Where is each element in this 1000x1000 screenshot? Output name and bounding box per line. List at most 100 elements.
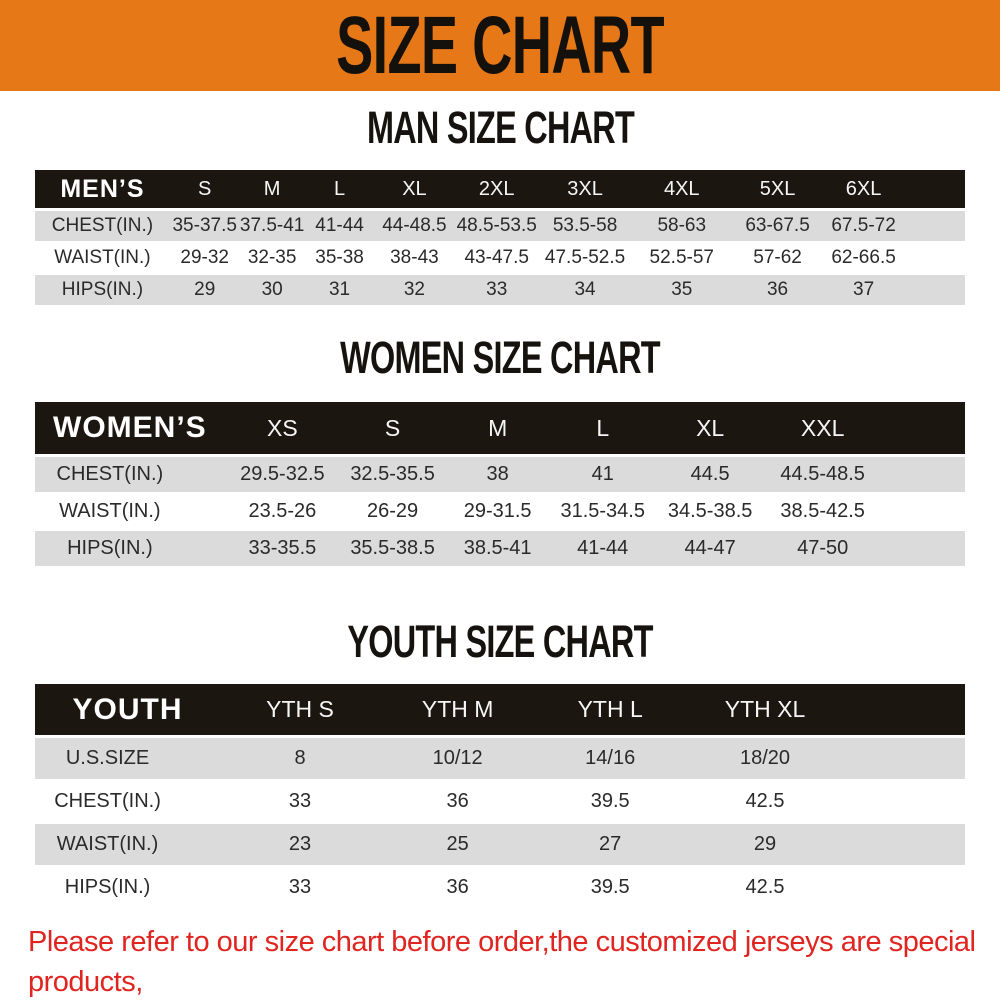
- size-cell: 8: [220, 736, 381, 780]
- row-label: U.S.SIZE: [35, 736, 221, 780]
- header-filler: [904, 170, 965, 211]
- table-row: HIPS(IN.) 33 36 39.5 42.5: [35, 865, 965, 908]
- row-label: HIPS(IN.): [35, 865, 221, 908]
- size-cell: 32-35: [239, 241, 305, 274]
- size-cell: 34: [539, 273, 632, 305]
- row-label: HIPS(IN.): [35, 273, 170, 305]
- size-cell: 29: [685, 822, 845, 866]
- column-header: XXL: [765, 402, 881, 457]
- size-cell: 41-44: [550, 529, 656, 566]
- men-header-row: MEN’S S M L XL 2XL 3XL 4XL 5XL 6XL: [35, 170, 965, 211]
- size-cell: 44.5-48.5: [765, 455, 881, 493]
- table-row: HIPS(IN.) 29 30 31 32 33 34 35 36 37: [35, 273, 965, 305]
- women-heading-wrap: WOMEN SIZE CHART: [0, 334, 1000, 382]
- table-row: WAIST(IN.) 23.5-26 26-29 29-31.5 31.5-34…: [35, 492, 965, 530]
- column-header: S: [169, 170, 240, 211]
- table-row: CHEST(IN.) 33 36 39.5 42.5: [35, 779, 965, 823]
- column-header: XS: [224, 402, 341, 457]
- man-section-heading: MAN SIZE CHART: [366, 102, 634, 153]
- size-cell: 33-35.5: [224, 529, 341, 566]
- size-cell: 31.5-34.5: [550, 492, 656, 530]
- size-cell: 42.5: [685, 865, 845, 908]
- column-header: 3XL: [539, 170, 632, 211]
- youth-size-table: YOUTH YTH S YTH M YTH L YTH XL U.S.SIZE …: [35, 684, 965, 908]
- size-cell: 14/16: [535, 736, 686, 780]
- size-cell: 39.5: [535, 779, 686, 823]
- size-cell: 62-66.5: [822, 241, 905, 274]
- size-cell: 53.5-58: [539, 209, 632, 242]
- column-header: YTH M: [380, 684, 536, 738]
- youth-heading-wrap: YOUTH SIZE CHART: [0, 618, 1000, 666]
- man-heading-wrap: MAN SIZE CHART: [0, 104, 1000, 152]
- size-cell: 33: [220, 779, 381, 823]
- size-cell: 33: [454, 273, 540, 305]
- size-cell: 47.5-52.5: [539, 241, 632, 274]
- banner-title: SIZE CHART: [336, 0, 664, 91]
- size-cell: 42.5: [685, 779, 845, 823]
- column-header: YTH XL: [685, 684, 845, 738]
- cell-filler: [880, 529, 965, 566]
- table-row: HIPS(IN.) 33-35.5 35.5-38.5 38.5-41 41-4…: [35, 529, 965, 566]
- row-label: WAIST(IN.): [35, 241, 170, 274]
- column-header: 5XL: [732, 170, 823, 211]
- size-cell: 26-29: [340, 492, 446, 530]
- size-cell: 36: [380, 779, 536, 823]
- size-cell: 39.5: [535, 865, 686, 908]
- size-cell: 10/12: [380, 736, 536, 780]
- table-row: CHEST(IN.) 29.5-32.5 32.5-35.5 38 41 44.…: [35, 455, 965, 493]
- size-cell: 52.5-57: [631, 241, 733, 274]
- size-cell: 41-44: [304, 209, 375, 242]
- youth-section-heading: YOUTH SIZE CHART: [347, 616, 653, 667]
- size-cell: 44-48.5: [374, 209, 455, 242]
- size-cell: 67.5-72: [822, 209, 905, 242]
- row-label: CHEST(IN.): [35, 779, 221, 823]
- size-cell: 31: [304, 273, 375, 305]
- size-cell: 38.5-41: [445, 529, 551, 566]
- row-label: WAIST(IN.): [35, 492, 225, 530]
- youth-group-label: YOUTH: [35, 684, 221, 738]
- size-cell: 63-67.5: [732, 209, 823, 242]
- cell-filler: [844, 736, 965, 780]
- column-header: S: [340, 402, 446, 457]
- size-cell: 30: [239, 273, 305, 305]
- size-cell: 41: [550, 455, 656, 493]
- column-header: 2XL: [454, 170, 540, 211]
- size-cell: 44-47: [655, 529, 765, 566]
- size-cell: 23.5-26: [224, 492, 341, 530]
- cell-filler: [844, 822, 965, 866]
- column-header: YTH L: [535, 684, 686, 738]
- size-cell: 57-62: [732, 241, 823, 274]
- women-size-table: WOMEN’S XS S M L XL XXL CHEST(IN.) 29.5-…: [35, 402, 965, 566]
- size-cell: 29.5-32.5: [224, 455, 341, 493]
- size-cell: 47-50: [765, 529, 881, 566]
- column-header: XL: [655, 402, 765, 457]
- size-cell: 18/20: [685, 736, 845, 780]
- column-header: L: [304, 170, 375, 211]
- row-label: CHEST(IN.): [35, 455, 225, 493]
- size-cell: 23: [220, 822, 381, 866]
- size-cell: 32.5-35.5: [340, 455, 446, 493]
- size-cell: 35-38: [304, 241, 375, 274]
- women-group-label: WOMEN’S: [35, 402, 225, 457]
- size-cell: 29-31.5: [445, 492, 551, 530]
- column-header: 6XL: [822, 170, 905, 211]
- size-cell: 32: [374, 273, 455, 305]
- banner: SIZE CHART: [0, 0, 1000, 91]
- youth-header-row: YOUTH YTH S YTH M YTH L YTH XL: [35, 684, 965, 738]
- column-header: XL: [374, 170, 455, 211]
- size-cell: 38.5-42.5: [765, 492, 881, 530]
- men-size-table: MEN’S S M L XL 2XL 3XL 4XL 5XL 6XL CHEST…: [35, 170, 965, 305]
- cell-filler: [904, 209, 965, 242]
- size-cell: 35-37.5: [169, 209, 240, 242]
- header-filler: [844, 684, 965, 738]
- cell-filler: [880, 492, 965, 530]
- size-cell: 34.5-38.5: [655, 492, 765, 530]
- cell-filler: [844, 779, 965, 823]
- column-header: 4XL: [631, 170, 733, 211]
- size-cell: 29: [169, 273, 240, 305]
- table-row: WAIST(IN.) 23 25 27 29: [35, 822, 965, 866]
- size-cell: 48.5-53.5: [454, 209, 540, 242]
- cell-filler: [844, 865, 965, 908]
- size-cell: 37: [822, 273, 905, 305]
- size-cell: 58-63: [631, 209, 733, 242]
